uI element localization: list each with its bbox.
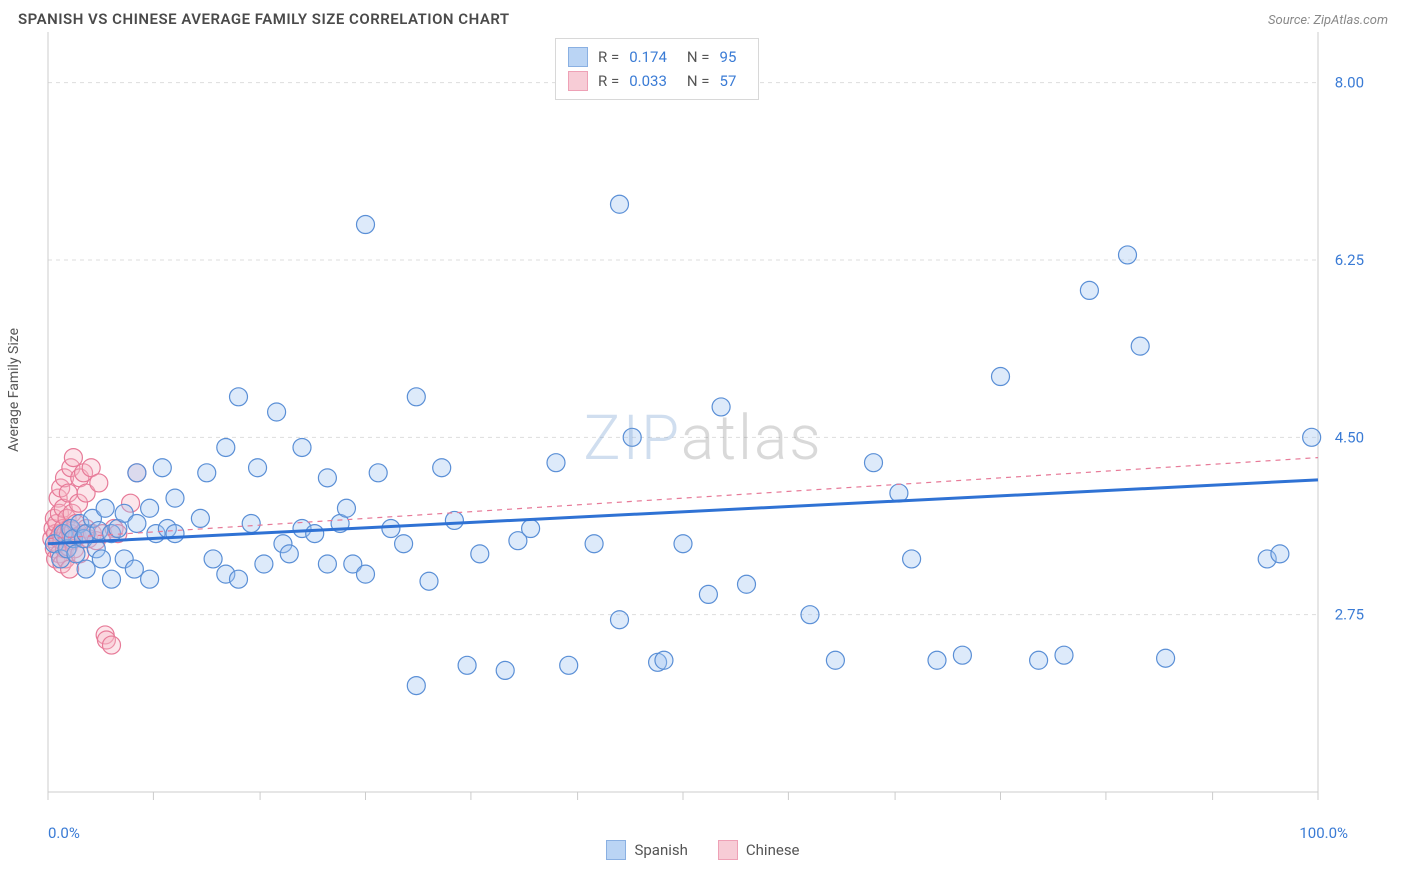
svg-text:2.75: 2.75 [1335,606,1364,624]
source-name: ZipAtlas.com [1313,13,1388,28]
legend-label-spanish: Spanish [634,841,687,859]
svg-text:4.50: 4.50 [1335,428,1364,446]
source-prefix: Source: [1268,13,1313,28]
x-axis-min-label: 0.0% [48,824,80,842]
series-legend: Spanish Chinese [0,840,1406,860]
n-label: N = [687,45,710,69]
r-label: R = [598,69,619,93]
source-credit: Source: ZipAtlas.com [1268,13,1388,28]
swatch-chinese [718,840,738,860]
svg-text:6.25: 6.25 [1335,251,1364,269]
n-value: 95 [720,45,737,69]
r-value: 0.033 [629,69,667,93]
r-value: 0.174 [629,45,667,69]
swatch-spanish [606,840,626,860]
x-axis-max-label: 100.0% [1299,824,1348,842]
n-label: N = [687,69,710,93]
stats-row-spanish: R = 0.174 N = 95 [568,45,746,69]
swatch-spanish [568,47,588,67]
stats-row-chinese: R = 0.033 N = 57 [568,69,746,93]
legend-item-spanish: Spanish [606,840,687,860]
swatch-chinese [568,71,588,91]
legend-item-chinese: Chinese [718,840,800,860]
y-axis-label: Average Family Size [6,328,22,452]
plot-area: Average Family Size ZIPatlas 2.754.506.2… [0,32,1406,822]
x-axis-labels: 0.0% 100.0% [0,822,1406,842]
r-label: R = [598,45,619,69]
svg-text:8.00: 8.00 [1335,74,1364,92]
chart-header: SPANISH VS CHINESE AVERAGE FAMILY SIZE C… [0,0,1406,32]
scatter-plot: 2.75 4.50 6.25 8.00 [0,32,1406,822]
stats-legend-box: R = 0.174 N = 95 R = 0.033 N = 57 [555,38,759,100]
chart-title: SPANISH VS CHINESE AVERAGE FAMILY SIZE C… [18,10,510,28]
n-value: 57 [720,69,737,93]
legend-label-chinese: Chinese [746,841,800,859]
